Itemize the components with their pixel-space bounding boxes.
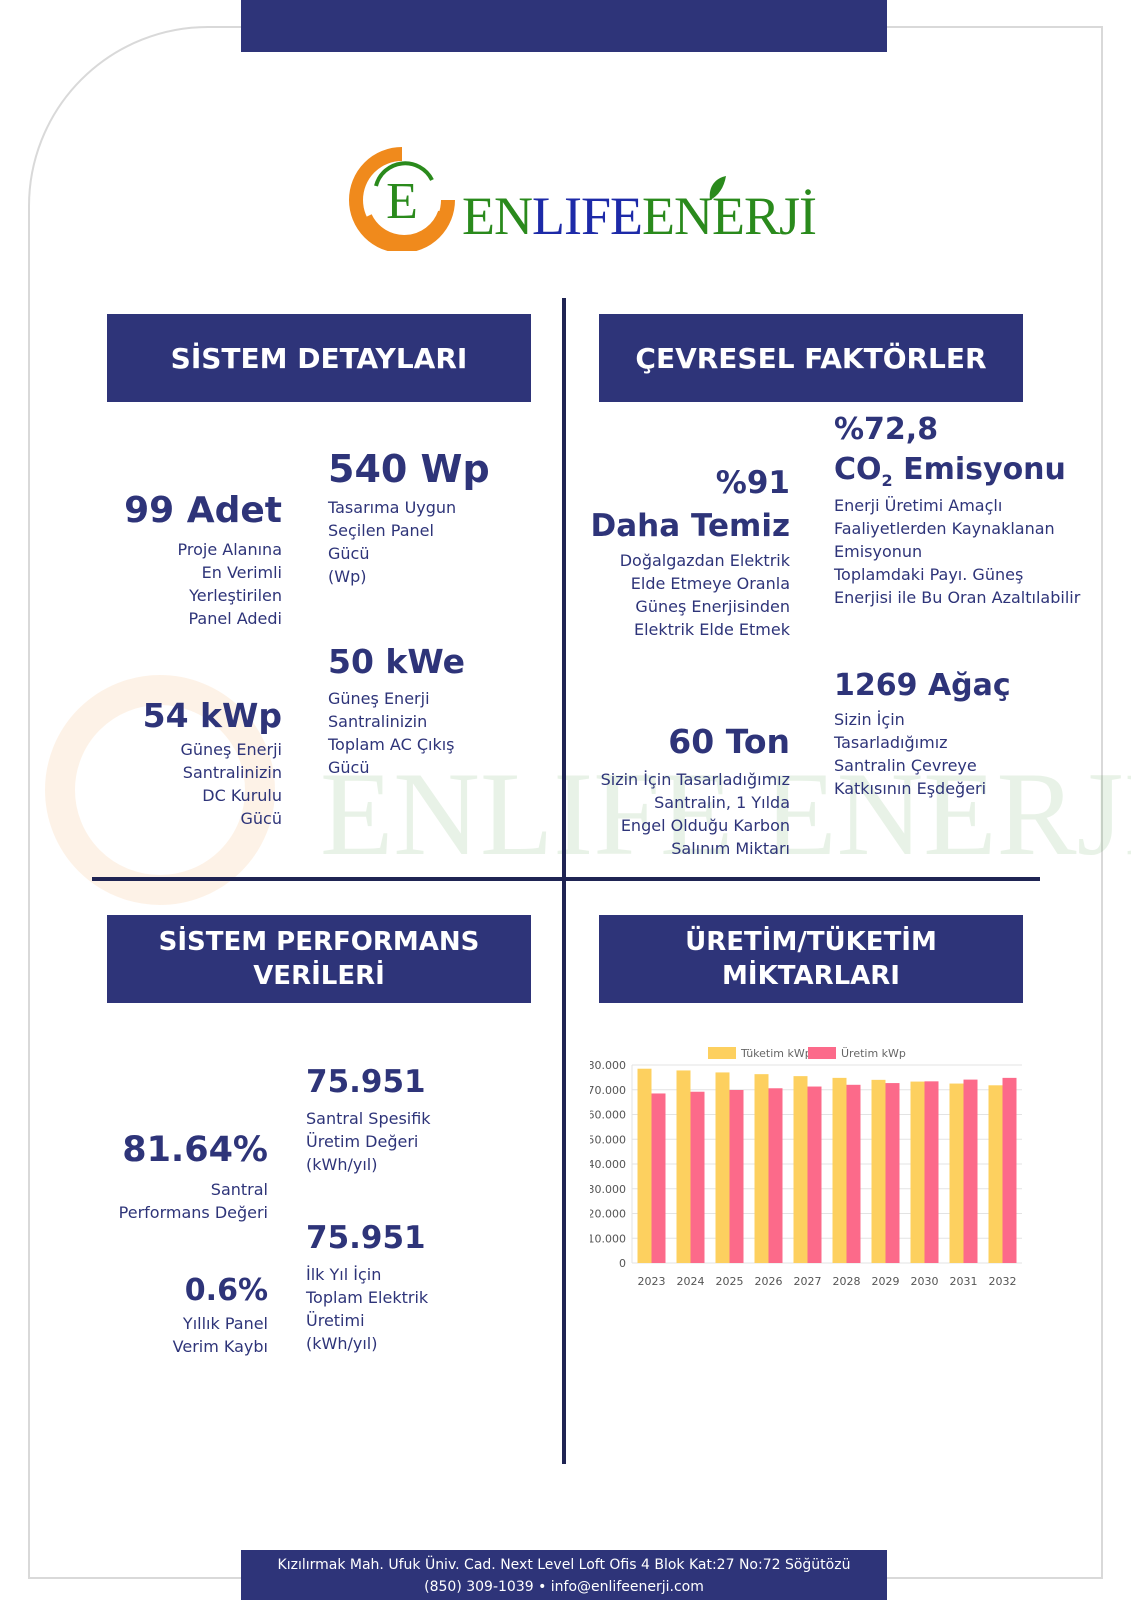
trees-value: 1269 Ağaç [834, 668, 1011, 703]
company-logo: E ENLIFEENERJİ [346, 146, 817, 251]
panel-power-desc: Tasarıma Uygun Seçilen Panel Gücü (Wp) [328, 498, 457, 586]
cleaner-label: Daha Temiz [590, 508, 790, 544]
footer-bar: Kızılırmak Mah. Ufuk Üniv. Cad. Next Lev… [241, 1550, 887, 1600]
cleaner-percent: %91 [715, 465, 790, 501]
ac-power-value: 50 kWe [328, 642, 465, 681]
bar-consumption [793, 1076, 808, 1263]
bar-production [885, 1083, 900, 1263]
leaf-icon [709, 176, 726, 200]
bar-production [729, 1089, 744, 1263]
bar-production [963, 1079, 978, 1263]
footer-contact: (850) 309-1039 • info@enlifeenerji.com [424, 1579, 704, 1595]
co2-desc: Enerji Üretimi Amaçlı Faaliyetlerden Kay… [834, 496, 1081, 607]
x-tick-label: 2023 [638, 1275, 666, 1288]
y-tick-label: 40.000 [590, 1158, 626, 1171]
first-year-desc: İlk Yıl İçin Toplam Elektrik Üretimi (kW… [306, 1265, 429, 1353]
dc-power-desc: Güneş Enerji Santralinizin DC Kurulu Güc… [180, 740, 282, 828]
bar-production [846, 1084, 861, 1263]
bar-production [651, 1093, 666, 1263]
footer-address: Kızılırmak Mah. Ufuk Üniv. Cad. Next Lev… [277, 1557, 851, 1573]
performance-ratio-value: 81.64% [122, 1130, 268, 1170]
specific-yield-desc: Santral Spesifik Üretim Değeri (kWh/yıl) [306, 1109, 431, 1174]
bar-production [807, 1086, 822, 1263]
legend-swatch [808, 1047, 836, 1059]
x-tick-label: 2031 [950, 1275, 978, 1288]
panel-loss-desc: Yıllık Panel Verim Kaybı [172, 1314, 268, 1356]
y-tick-label: 60.000 [590, 1109, 626, 1122]
cleaner-desc: Doğalgazdan Elektrik Elde Etmeye Oranla … [619, 551, 790, 639]
ac-power-desc: Güneş Enerji Santralinizin Toplam AC Çık… [328, 689, 455, 777]
y-tick-label: 50.000 [590, 1133, 626, 1146]
bar-consumption [949, 1083, 964, 1263]
y-tick-label: 0 [619, 1257, 626, 1270]
carbon-value: 60 Ton [668, 722, 790, 761]
y-tick-label: 10.000 [590, 1232, 626, 1245]
panel-count-value: 99 Adet [124, 490, 282, 531]
bar-consumption [754, 1074, 769, 1263]
watermark-text: ENLIFE ENERJİ [320, 747, 1131, 880]
x-tick-label: 2025 [716, 1275, 744, 1288]
specific-yield-value: 75.951 [306, 1064, 426, 1100]
x-tick-label: 2029 [872, 1275, 900, 1288]
bar-consumption [637, 1068, 652, 1263]
bar-consumption [715, 1072, 730, 1263]
section-system-details: SİSTEM DETAYLARI [107, 314, 531, 402]
bar-consumption [910, 1081, 925, 1263]
production-consumption-chart: Tüketim kWp Üretim kWp 0 10.000 20.000 30.000… [590, 1047, 1022, 1288]
logo-wordmark: ENLIFEENERJİ [462, 186, 817, 246]
section-environmental: ÇEVRESEL FAKTÖRLER [599, 314, 1023, 402]
bar-production [924, 1081, 939, 1263]
legend-swatch [708, 1047, 736, 1059]
svg-text:E: E [386, 173, 418, 230]
carbon-desc: Sizin İçin Tasarladığımız Santralin, 1 Y… [600, 770, 790, 858]
watermark-logo: ENLIFE ENERJİ [30, 665, 1131, 915]
logo-ring-icon: E [349, 147, 455, 251]
x-tick-label: 2028 [833, 1275, 861, 1288]
vertical-divider [562, 298, 566, 1464]
co2-label: CO2 Emisyonu [834, 452, 1066, 490]
first-year-value: 75.951 [306, 1220, 426, 1256]
panel-power-value: 540 Wp [328, 447, 490, 491]
panel-loss-value: 0.6% [184, 1273, 268, 1308]
bar-production [690, 1091, 705, 1263]
panel-count-desc: Proje Alanına En Verimli Yerleştirilen P… [177, 540, 282, 628]
y-tick-label: 30.000 [590, 1183, 626, 1196]
bar-consumption [988, 1085, 1003, 1263]
x-tick-label: 2027 [794, 1275, 822, 1288]
x-tick-label: 2032 [989, 1275, 1017, 1288]
dc-power-value: 54 kWp [142, 696, 282, 735]
x-tick-label: 2030 [911, 1275, 939, 1288]
x-tick-label: 2024 [677, 1275, 705, 1288]
co2-percent: %72,8 [834, 412, 939, 447]
section-production: ÜRETİM/TÜKETİM MİKTARLARI [599, 915, 1023, 1003]
legend-label: Üretim kWp [841, 1047, 906, 1060]
bar-consumption [832, 1077, 847, 1263]
y-tick-label: 70.000 [590, 1084, 626, 1097]
y-tick-label: 80.000 [590, 1059, 626, 1072]
bar-production [1002, 1077, 1017, 1263]
bar-production [768, 1088, 783, 1263]
performance-ratio-desc: Santral Performans Değeri [118, 1180, 268, 1222]
y-tick-label: 20.000 [590, 1208, 626, 1221]
legend-label: Tüketim kWp [740, 1047, 812, 1060]
horizontal-divider [92, 877, 1040, 881]
top-bar [241, 0, 887, 52]
bar-consumption [676, 1070, 691, 1263]
x-tick-label: 2026 [755, 1275, 783, 1288]
bar-consumption [871, 1079, 886, 1263]
trees-desc: Sizin İçin Tasarladığımız Santralin Çevr… [834, 710, 987, 798]
section-performance: SİSTEM PERFORMANS VERİLERİ [107, 915, 531, 1003]
